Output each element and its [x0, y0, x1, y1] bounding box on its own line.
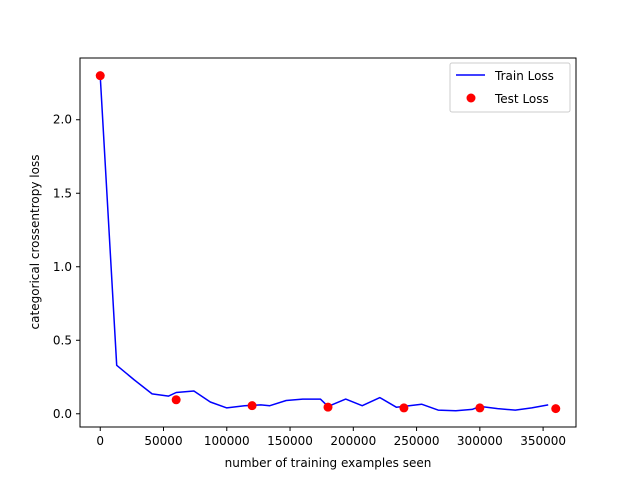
x-tick-label: 250000 — [394, 434, 440, 448]
x-tick-label: 300000 — [457, 434, 503, 448]
y-axis: 0.0 0.5 1.0 1.5 2.0 — [53, 113, 80, 421]
legend: Train Loss Test Loss — [449, 62, 571, 113]
y-tick-label: 1.0 — [53, 260, 72, 274]
test-loss-point — [475, 403, 485, 413]
test-loss-point — [399, 403, 409, 413]
test-loss-point — [247, 401, 257, 411]
legend-train-loss-label: Train Loss — [494, 69, 554, 83]
train-loss-line — [99, 75, 549, 412]
plot-content — [95, 71, 561, 414]
x-tick-label: 0 — [96, 434, 104, 448]
y-axis-label: categorical crossentropy loss — [28, 155, 42, 330]
x-tick-label: 150000 — [267, 434, 313, 448]
legend-test-loss-swatch — [466, 93, 476, 103]
x-tick-label: 350000 — [520, 434, 566, 448]
plot-frame — [79, 57, 577, 428]
legend-test-loss-label: Test Loss — [494, 92, 549, 106]
test-loss-point — [551, 404, 561, 414]
x-tick-label: 200000 — [330, 434, 376, 448]
test-loss-point — [95, 71, 105, 81]
x-tick-label: 50000 — [144, 434, 182, 448]
x-axis-label: number of training examples seen — [225, 456, 432, 470]
test-loss-point — [323, 402, 333, 412]
y-tick-label: 0.0 — [53, 407, 72, 421]
y-tick-label: 0.5 — [53, 333, 72, 347]
x-axis: 0 50000 100000 150000 200000 250000 300000 3500… — [96, 427, 566, 448]
y-tick-label: 1.5 — [53, 186, 72, 200]
test-loss-point — [171, 395, 181, 405]
x-tick-label: 100000 — [204, 434, 250, 448]
y-tick-label: 2.0 — [53, 113, 72, 127]
